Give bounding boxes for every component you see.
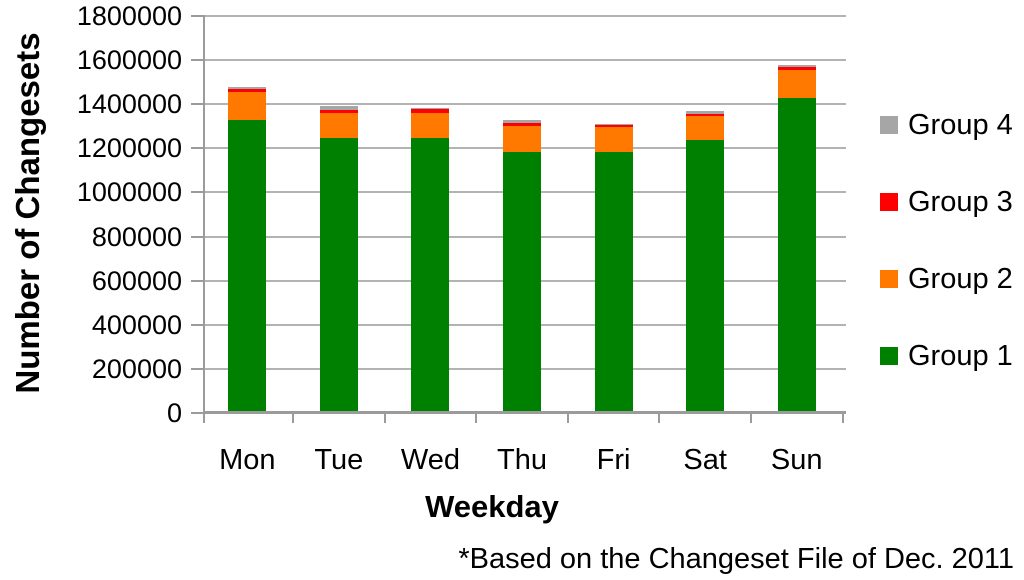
bar-mon-group-4: [228, 87, 267, 89]
y-tick-1600000: [191, 59, 205, 62]
legend-item-group-4: Group 4: [880, 106, 1013, 144]
legend-item-group-1: Group 1: [880, 337, 1013, 375]
bar-mon-group-2: [228, 92, 267, 120]
bar-sat-group-3: [686, 114, 725, 117]
legend-swatch-group-2: [880, 270, 898, 288]
y-tick-600000: [191, 279, 205, 282]
gridline-1400000: [205, 103, 846, 106]
bar-thu-group-1: [503, 151, 541, 413]
x-tick-label-sun: Sun: [770, 444, 823, 476]
x-tick-1: [292, 413, 295, 423]
legend-swatch-group-1: [880, 347, 898, 365]
y-tick-label-1800000: 1800000: [76, 1, 182, 31]
bar-wed-group-3: [411, 109, 450, 114]
x-tick-label-thu: Thu: [497, 444, 547, 476]
y-tick-400000: [191, 323, 205, 326]
bar-mon-group-3: [228, 88, 267, 93]
bar-tue-group-4: [319, 106, 358, 110]
plot-area: [203, 15, 846, 423]
legend-item-group-3: Group 3: [880, 183, 1013, 221]
bar-sun-group-4: [777, 64, 816, 67]
x-tick-6: [749, 413, 752, 423]
y-tick-1800000: [191, 15, 205, 17]
y-tick-label-1200000: 1200000: [76, 133, 182, 164]
bar-wed-group-2: [411, 113, 450, 139]
y-tick-label-0: 0: [166, 398, 182, 428]
y-tick-label-400000: 400000: [91, 309, 182, 340]
x-tick-label-tue: Tue: [314, 444, 364, 476]
gridline-1600000: [205, 59, 846, 62]
bar-sat-group-4: [686, 110, 725, 115]
bar-mon-group-1: [228, 119, 267, 413]
bar-sun-group-1: [777, 97, 816, 413]
x-tick-2: [383, 413, 386, 423]
gridline-1800000: [205, 15, 846, 17]
legend-item-group-2: Group 2: [880, 260, 1013, 298]
y-tick-label-1400000: 1400000: [76, 89, 182, 120]
y-tick-0: [191, 412, 205, 414]
y-tick-200000: [191, 367, 205, 370]
bar-sat-group-1: [686, 139, 725, 413]
x-tick-4: [566, 413, 569, 423]
bar-tue-group-1: [319, 138, 358, 413]
y-tick-label-1600000: 1600000: [76, 45, 182, 76]
bar-tue-group-2: [319, 113, 358, 139]
legend-swatch-group-3: [880, 193, 898, 211]
x-tick-3: [475, 413, 478, 423]
bar-thu-group-2: [503, 126, 541, 152]
bar-thu-group-4: [503, 120, 541, 123]
bar-sun-group-3: [777, 66, 816, 71]
y-tick-label-200000: 200000: [91, 353, 182, 384]
bar-fri-group-3: [594, 124, 633, 128]
y-axis-line: [203, 16, 205, 423]
bar-sun-group-2: [777, 70, 816, 98]
y-tick-800000: [191, 235, 205, 238]
x-axis-line: [203, 411, 846, 414]
legend-label-group-4: Group 4: [908, 108, 1013, 141]
y-tick-1200000: [191, 147, 205, 150]
y-tick-1000000: [191, 191, 205, 194]
y-tick-label-800000: 800000: [91, 221, 182, 252]
x-tick-label-fri: Fri: [596, 444, 631, 476]
bar-tue-group-3: [319, 109, 358, 114]
y-tick-label-600000: 600000: [91, 265, 182, 296]
bar-fri-group-2: [594, 127, 633, 152]
bar-fri-group-4: [594, 124, 633, 125]
x-tick-label-sat: Sat: [683, 444, 727, 476]
y-tick-label-1000000: 1000000: [76, 177, 182, 208]
footnote: *Based on the Changeset File of Dec. 201…: [458, 543, 1014, 575]
y-tick-1400000: [191, 103, 205, 106]
legend-swatch-group-4: [880, 116, 898, 134]
legend: Group 4 Group 3 Group 2 Group 1: [880, 106, 1013, 375]
bar-fri-group-1: [594, 151, 633, 413]
legend-label-group-1: Group 1: [908, 339, 1013, 372]
x-tick-7: [841, 413, 844, 423]
x-tick-label-mon: Mon: [219, 444, 276, 476]
bar-wed-group-4: [411, 107, 450, 110]
legend-label-group-3: Group 3: [908, 185, 1013, 218]
bar-wed-group-1: [411, 138, 450, 413]
x-axis-title: Weekday: [425, 489, 559, 524]
bar-thu-group-3: [503, 122, 541, 127]
x-tick-5: [658, 413, 661, 423]
x-tick-label-wed: Wed: [400, 444, 460, 476]
bar-sat-group-2: [686, 116, 725, 140]
legend-label-group-2: Group 2: [908, 262, 1013, 295]
